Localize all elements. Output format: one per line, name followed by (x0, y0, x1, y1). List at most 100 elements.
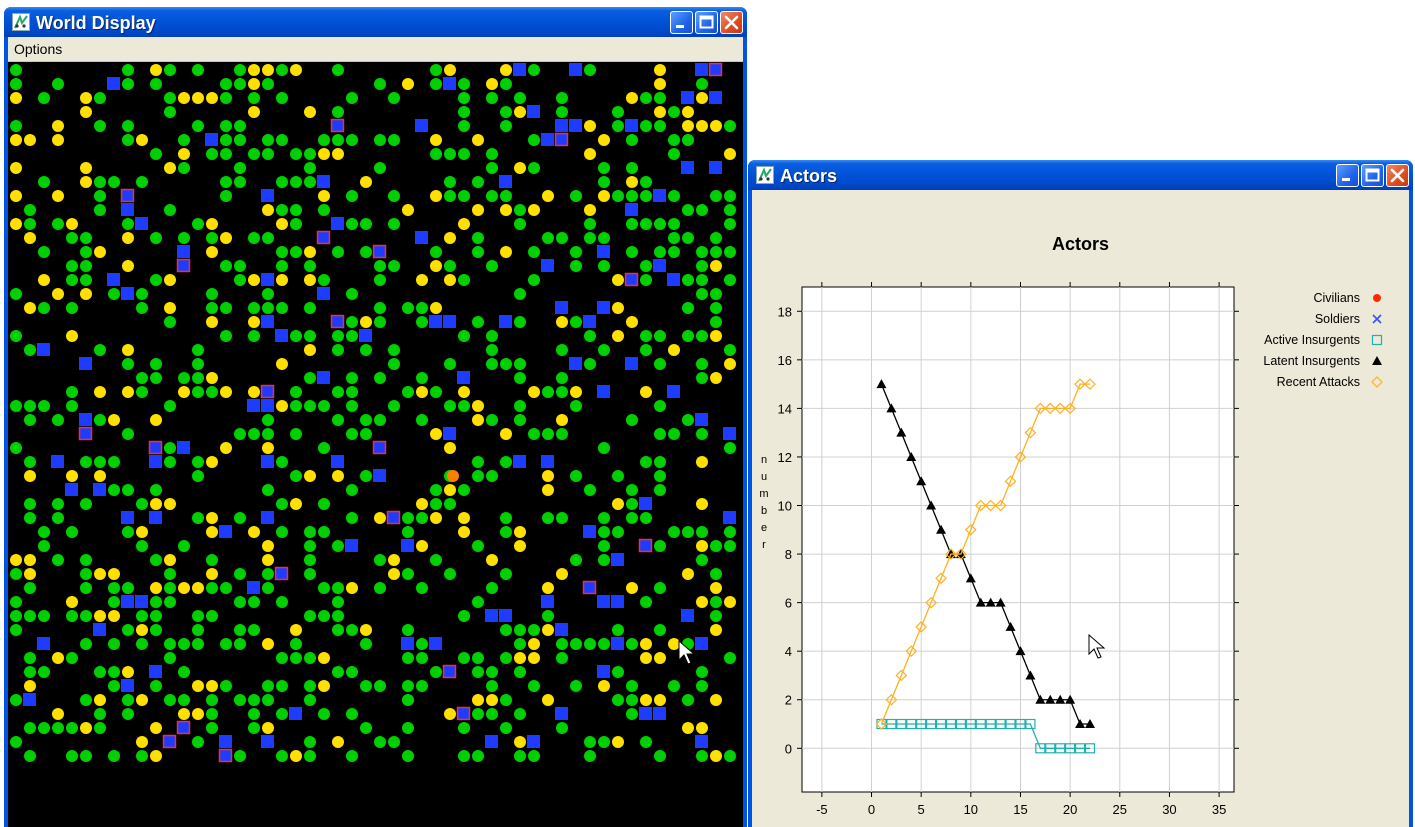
minimize-button[interactable] (670, 11, 693, 34)
latent-insurgent-agent (584, 204, 596, 216)
latent-insurgent-agent (248, 64, 260, 76)
data-point-latent-insurgents (936, 524, 947, 534)
latent-insurgent-agent (24, 680, 36, 692)
latent-insurgent-agent (220, 386, 232, 398)
latent-insurgent-agent (696, 540, 708, 552)
latent-insurgent-agent (164, 498, 176, 510)
data-point-recent-attacks (915, 621, 928, 633)
civilian-agent (346, 708, 358, 720)
soldier-agent (723, 511, 736, 524)
soldier-agent (625, 119, 638, 132)
close-button[interactable] (1386, 164, 1409, 187)
civilian-agent (262, 680, 274, 692)
civilian-agent (472, 708, 484, 720)
soldier-agent (289, 707, 302, 720)
soldier-agent (177, 245, 190, 258)
civilian-agent (10, 442, 22, 454)
soldier-agent (443, 77, 456, 90)
latent-insurgent-agent (696, 92, 708, 104)
civilian-agent (332, 414, 344, 426)
latent-insurgent-agent (150, 414, 162, 426)
app-icon (12, 13, 30, 31)
civilian-agent (150, 484, 162, 496)
data-point-active-insurgents (975, 718, 986, 730)
civilian-agent (192, 358, 204, 370)
menu-options[interactable]: Options (14, 41, 63, 57)
data-point-recent-attacks (935, 572, 947, 585)
civilian-agent (486, 190, 498, 202)
latent-insurgent-agent (206, 246, 218, 258)
civilian-agent (500, 78, 512, 90)
data-point-recent-attacks (1084, 378, 1096, 390)
world-display-titlebar[interactable]: World Display (4, 7, 747, 37)
maximize-button[interactable] (695, 11, 718, 34)
civilian-agent (346, 218, 358, 230)
close-button[interactable] (720, 11, 743, 34)
data-point-active-insurgents (1025, 718, 1036, 730)
actors-window: Actors Actors -5 0 5 10 15 20 25 30 35 0 2 4 6 8 10 12 1… (748, 160, 1413, 827)
soldier-agent (37, 637, 50, 650)
civilian-agent (654, 120, 666, 132)
latent-insurgent-agent (178, 148, 190, 160)
civilian-agent (24, 344, 36, 356)
latent-insurgent-agent (136, 526, 148, 538)
civilian-agent (626, 638, 638, 650)
civilian-agent (458, 750, 470, 762)
civilian-agent (248, 428, 260, 440)
civilian-agent (682, 232, 694, 244)
latent-insurgent-agent (724, 596, 736, 608)
maximize-button[interactable] (1361, 164, 1384, 187)
latent-insurgent-agent (556, 414, 568, 426)
world-canvas[interactable] (8, 62, 743, 827)
legend-marker (1371, 334, 1383, 346)
data-point-recent-attacks (1074, 378, 1086, 390)
actors-titlebar[interactable]: Actors (748, 160, 1413, 190)
minimize-button[interactable] (1336, 164, 1359, 187)
civilian-agent (164, 568, 176, 580)
civilian-agent (332, 134, 344, 146)
latent-insurgent-agent (472, 414, 484, 426)
civilian-agent (290, 330, 302, 342)
civilian-agent (444, 498, 456, 510)
civilian-agent (94, 708, 106, 720)
latent-insurgent-agent (682, 106, 694, 118)
civilian-agent (570, 260, 582, 272)
data-point-active-insurgents (945, 718, 957, 730)
latent-insurgent-agent (724, 358, 736, 370)
civilian-agent (360, 722, 372, 734)
latent-insurgent-agent (262, 204, 274, 216)
civilian-agent (304, 372, 316, 384)
civilian-agent (696, 666, 708, 678)
latent-insurgent-agent (458, 512, 470, 524)
civilian-agent (262, 484, 274, 496)
civilian-agent (164, 694, 176, 706)
civilian-agent (388, 736, 400, 748)
civilian-agent (276, 92, 288, 104)
civilian-agent (640, 92, 652, 104)
latent-insurgent-agent (192, 92, 204, 104)
civilian-agent (10, 330, 22, 342)
latent-insurgent-agent (710, 624, 722, 636)
latent-insurgent-agent (528, 638, 540, 650)
data-point-active-insurgents (906, 718, 917, 730)
civilian-agent (612, 624, 624, 636)
soldier-agent (121, 679, 134, 692)
civilian-agent (514, 400, 526, 412)
civilian-agent (486, 680, 498, 692)
civilian-agent (234, 260, 246, 272)
latent-insurgent-agent (542, 582, 554, 594)
latent-insurgent-agent (24, 568, 36, 580)
data-point-latent-insurgents (896, 427, 907, 437)
latent-insurgent-agent (444, 274, 456, 286)
civilian-agent (10, 78, 22, 90)
latent-insurgent-agent (304, 344, 316, 356)
latent-insurgent-agent (598, 134, 610, 146)
civilian-agent (710, 596, 722, 608)
latent-insurgent-agent (696, 456, 708, 468)
civilian-agent (640, 176, 652, 188)
y-tick-label: 0 (785, 741, 792, 756)
latent-insurgent-agent (696, 498, 708, 510)
civilian-agent (136, 750, 148, 762)
latent-insurgent-agent (52, 288, 64, 300)
latent-insurgent-agent (486, 78, 498, 90)
